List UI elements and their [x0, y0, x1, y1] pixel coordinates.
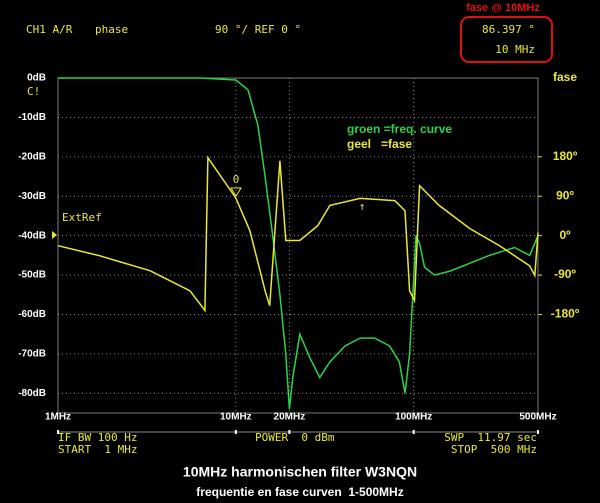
- x-tick-label: 100MHz: [395, 412, 432, 423]
- channel: CH1 A/R: [26, 23, 73, 36]
- x-tick-label: 20MHz: [274, 412, 306, 423]
- chart-subtitle: frequentie en fase curven 1-500MHz: [196, 485, 403, 499]
- if-bw: IF BW 100 Hz: [58, 431, 137, 444]
- y-tick-label: -70dB: [18, 349, 46, 360]
- x-tick-label: 1MHz: [45, 412, 71, 423]
- series-line: [57, 155, 539, 313]
- y-tick-label: -80dB: [18, 388, 46, 399]
- marker-triangle: [230, 187, 242, 197]
- y-tick-label: -20dB: [18, 151, 46, 162]
- stop: STOP 500 MHz: [451, 443, 537, 456]
- sweep: SWP 11.97 sec: [444, 431, 537, 444]
- format: phase: [95, 23, 128, 36]
- y-tick-label: -30dB: [18, 191, 46, 202]
- chart-title: 10MHz harmonischen filter W3NQN: [183, 464, 417, 480]
- x-tick-label: 10MHz: [220, 412, 252, 423]
- marker-symbol: 0: [233, 173, 240, 186]
- y-tick-label: -50dB: [18, 270, 46, 281]
- y2-tick-label: -90º: [554, 267, 576, 281]
- y-tick-label: -60dB: [18, 309, 46, 320]
- ref-pointer: [52, 231, 57, 239]
- y2-tick-label: -180º: [551, 307, 580, 321]
- status: C!: [27, 85, 40, 98]
- ref-label: ExtRef: [62, 211, 102, 224]
- power: POWER 0 dBm: [255, 431, 335, 444]
- marker-freq: 10 MHz: [495, 43, 535, 56]
- legend-entry: groen =freq. curve: [347, 122, 452, 136]
- marker-arrow: ↑: [359, 200, 366, 213]
- legend-entry: geel =fase: [347, 137, 412, 151]
- marker-note: fase @ 10MHz: [466, 2, 540, 14]
- start: START 1 MHz: [58, 443, 137, 456]
- scale: 90 °/ REF 0 °: [215, 23, 301, 36]
- y-tick-label: -10dB: [18, 112, 46, 123]
- y2-tick-label: 180º: [553, 149, 578, 163]
- y2-tick-label: 0º: [559, 228, 571, 242]
- series-line: [58, 77, 539, 410]
- y2-tick-label: 90º: [556, 188, 574, 202]
- y-tick-label: 0dB: [27, 73, 46, 84]
- x-tick-label: 500MHz: [519, 412, 556, 423]
- y-tick-label: -40dB: [18, 230, 46, 241]
- highlight-box: [460, 16, 553, 63]
- marker-value: 86.397 °: [482, 23, 535, 36]
- y2-label: fase: [553, 70, 577, 84]
